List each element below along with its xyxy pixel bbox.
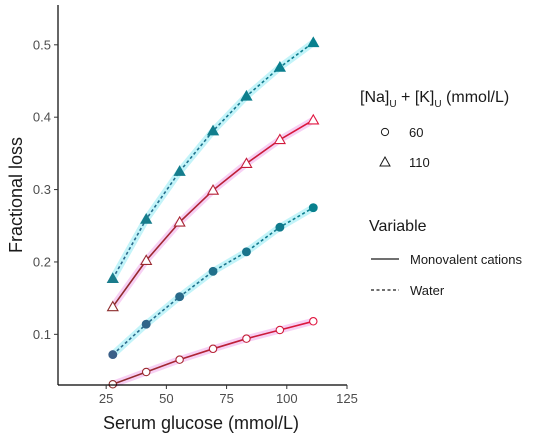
series-line-3	[112, 41, 314, 279]
legend-title-sub-u2: U	[434, 99, 441, 110]
y-tick-label: 0.5	[33, 37, 51, 52]
legend-title-sub-u1: U	[389, 99, 396, 110]
marker-circle-0-5	[275, 325, 285, 335]
series-glow-2	[109, 116, 317, 311]
legend-variable-title: Variable	[369, 218, 427, 235]
marker-circle-1-3	[208, 266, 218, 276]
marker-triangle-2-6	[307, 113, 320, 125]
legend-title-na: [Na]	[360, 89, 389, 106]
y-tick-label: 0.3	[33, 182, 51, 197]
marker-triangle-2-0	[106, 300, 119, 312]
marker-circle-1-5	[275, 222, 285, 232]
x-axis-title: Serum glucose (mmol/L)	[103, 413, 299, 433]
legend-shape-item-60: 60	[409, 125, 423, 140]
marker-triangle-2-3	[206, 183, 220, 195]
y-tick-label: 0.1	[33, 327, 51, 342]
x-tick-label: 125	[336, 391, 358, 406]
marker-circle-1-0	[108, 350, 118, 360]
legend-shape: [Na]U + [K]U (mmol/L) 60 110	[360, 89, 509, 170]
marker-triangle-3-0	[106, 272, 119, 284]
x-tick-label: 75	[219, 391, 233, 406]
marker-triangle-2-5	[273, 133, 287, 145]
y-tick-label: 0.2	[33, 254, 51, 269]
marker-circle-0-0	[108, 380, 118, 389]
plot-area	[106, 36, 320, 389]
marker-circle-0-6	[309, 317, 318, 326]
marker-triangle-2-2	[173, 215, 186, 227]
legend-triangle-icon	[379, 155, 391, 167]
marker-triangle-2-1	[140, 254, 153, 265]
marker-circle-1-1	[141, 319, 151, 329]
marker-triangle-3-6	[307, 36, 320, 48]
marker-circle-0-3	[208, 344, 218, 354]
x-tick-label: 100	[276, 391, 298, 406]
marker-circle-0-4	[242, 334, 251, 343]
marker-circle-0-1	[141, 367, 151, 377]
marker-circle-1-4	[242, 247, 251, 257]
series-line-2	[112, 119, 314, 308]
marker-triangle-3-3	[206, 124, 220, 136]
legend-title-unit: (mmol/L)	[442, 89, 510, 106]
y-axis-title: Fractional loss	[6, 137, 26, 253]
y-tick-label: 0.4	[33, 110, 51, 125]
legend-circle-icon	[380, 127, 390, 137]
legend-shape-title: [Na]U + [K]U (mmol/L)	[360, 89, 509, 110]
x-tick-label: 50	[159, 391, 173, 406]
legend-shape-item-110: 110	[409, 155, 430, 170]
legend-variable-item-water: Water	[410, 283, 445, 298]
marker-triangle-3-5	[273, 60, 287, 72]
series-glow-3	[109, 39, 317, 283]
marker-triangle-3-1	[140, 212, 153, 224]
marker-circle-0-2	[175, 355, 184, 364]
marker-circle-1-2	[175, 292, 185, 302]
marker-triangle-3-4	[240, 89, 253, 101]
marker-triangle-3-2	[173, 165, 186, 176]
legend-variable-item-cations: Monovalent cations	[410, 252, 523, 267]
marker-triangle-2-4	[240, 157, 253, 168]
legend-linetype: Variable Monovalent cations Water	[369, 218, 523, 298]
marker-circle-1-6	[308, 203, 318, 213]
legend-title-k: + [K]	[397, 89, 435, 106]
x-tick-label: 25	[99, 391, 113, 406]
axes: 25 50 75 100 125 0.1 0.2 0.3 0.4 0.5	[33, 5, 358, 406]
